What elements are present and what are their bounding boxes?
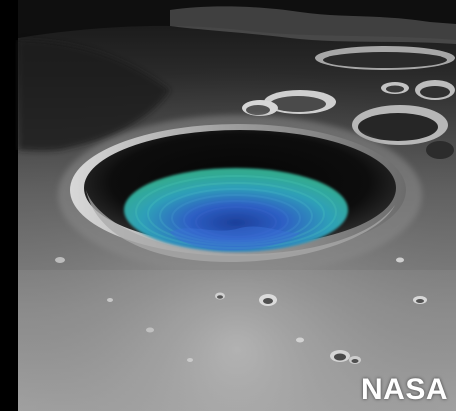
ice-deposit [124,168,348,252]
foreground-haze [18,270,456,411]
foreground-craters [55,257,427,364]
distant-craters [242,46,455,159]
shadow-region [18,40,170,151]
crater-inner-wall [86,190,395,262]
distant-ridge [170,6,456,44]
credit-label: NASA [360,373,448,406]
